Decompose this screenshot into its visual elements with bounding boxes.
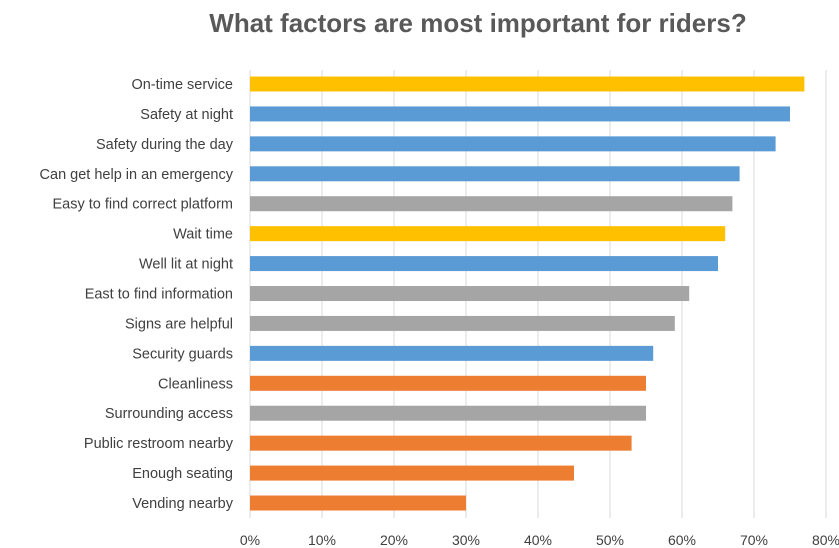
bar	[250, 226, 726, 242]
category-label: On-time service	[131, 77, 233, 93]
bar	[250, 315, 675, 331]
x-tick-label: 80%	[812, 532, 839, 548]
x-tick-label: 0%	[240, 532, 260, 548]
category-label: Public restroom nearby	[84, 436, 234, 452]
bar	[250, 136, 776, 152]
bar	[250, 106, 790, 122]
x-tick-label: 10%	[308, 532, 336, 548]
category-label: Security guards	[132, 346, 233, 362]
bar	[250, 286, 690, 302]
category-label: Safety at night	[140, 107, 233, 123]
x-tick-label: 50%	[596, 532, 624, 548]
x-tick-label: 20%	[380, 532, 408, 548]
bar	[250, 196, 733, 212]
bar	[250, 405, 646, 421]
category-label: Well lit at night	[139, 257, 233, 273]
bar	[250, 375, 646, 391]
category-label: Safety during the day	[96, 137, 234, 153]
chart-title: What factors are most important for ride…	[209, 8, 746, 38]
bar	[250, 76, 805, 92]
bar	[250, 256, 718, 272]
category-label: Enough seating	[132, 466, 233, 482]
x-tick-label: 70%	[740, 532, 768, 548]
x-tick-label: 30%	[452, 532, 480, 548]
bars	[250, 76, 805, 511]
category-label: East to find information	[85, 287, 233, 303]
category-label: Easy to find correct platform	[52, 197, 233, 213]
category-labels: On-time service Safety at night Safety dur…	[40, 77, 234, 512]
category-label: Can get help in an emergency	[40, 167, 234, 183]
bar	[250, 465, 574, 481]
category-label: Cleanliness	[158, 376, 233, 392]
category-label: Surrounding access	[105, 406, 233, 422]
category-label: Signs are helpful	[125, 316, 233, 332]
bar	[250, 166, 740, 182]
x-axis-ticks: 0% 10% 20% 30% 40% 50% 60% 70% 80%	[240, 532, 839, 548]
x-tick-label: 40%	[524, 532, 552, 548]
bar	[250, 495, 466, 511]
x-tick-label: 60%	[668, 532, 696, 548]
category-label: Wait time	[173, 227, 233, 243]
bar	[250, 345, 654, 361]
bar	[250, 435, 632, 451]
category-label: Vending nearby	[132, 496, 234, 512]
